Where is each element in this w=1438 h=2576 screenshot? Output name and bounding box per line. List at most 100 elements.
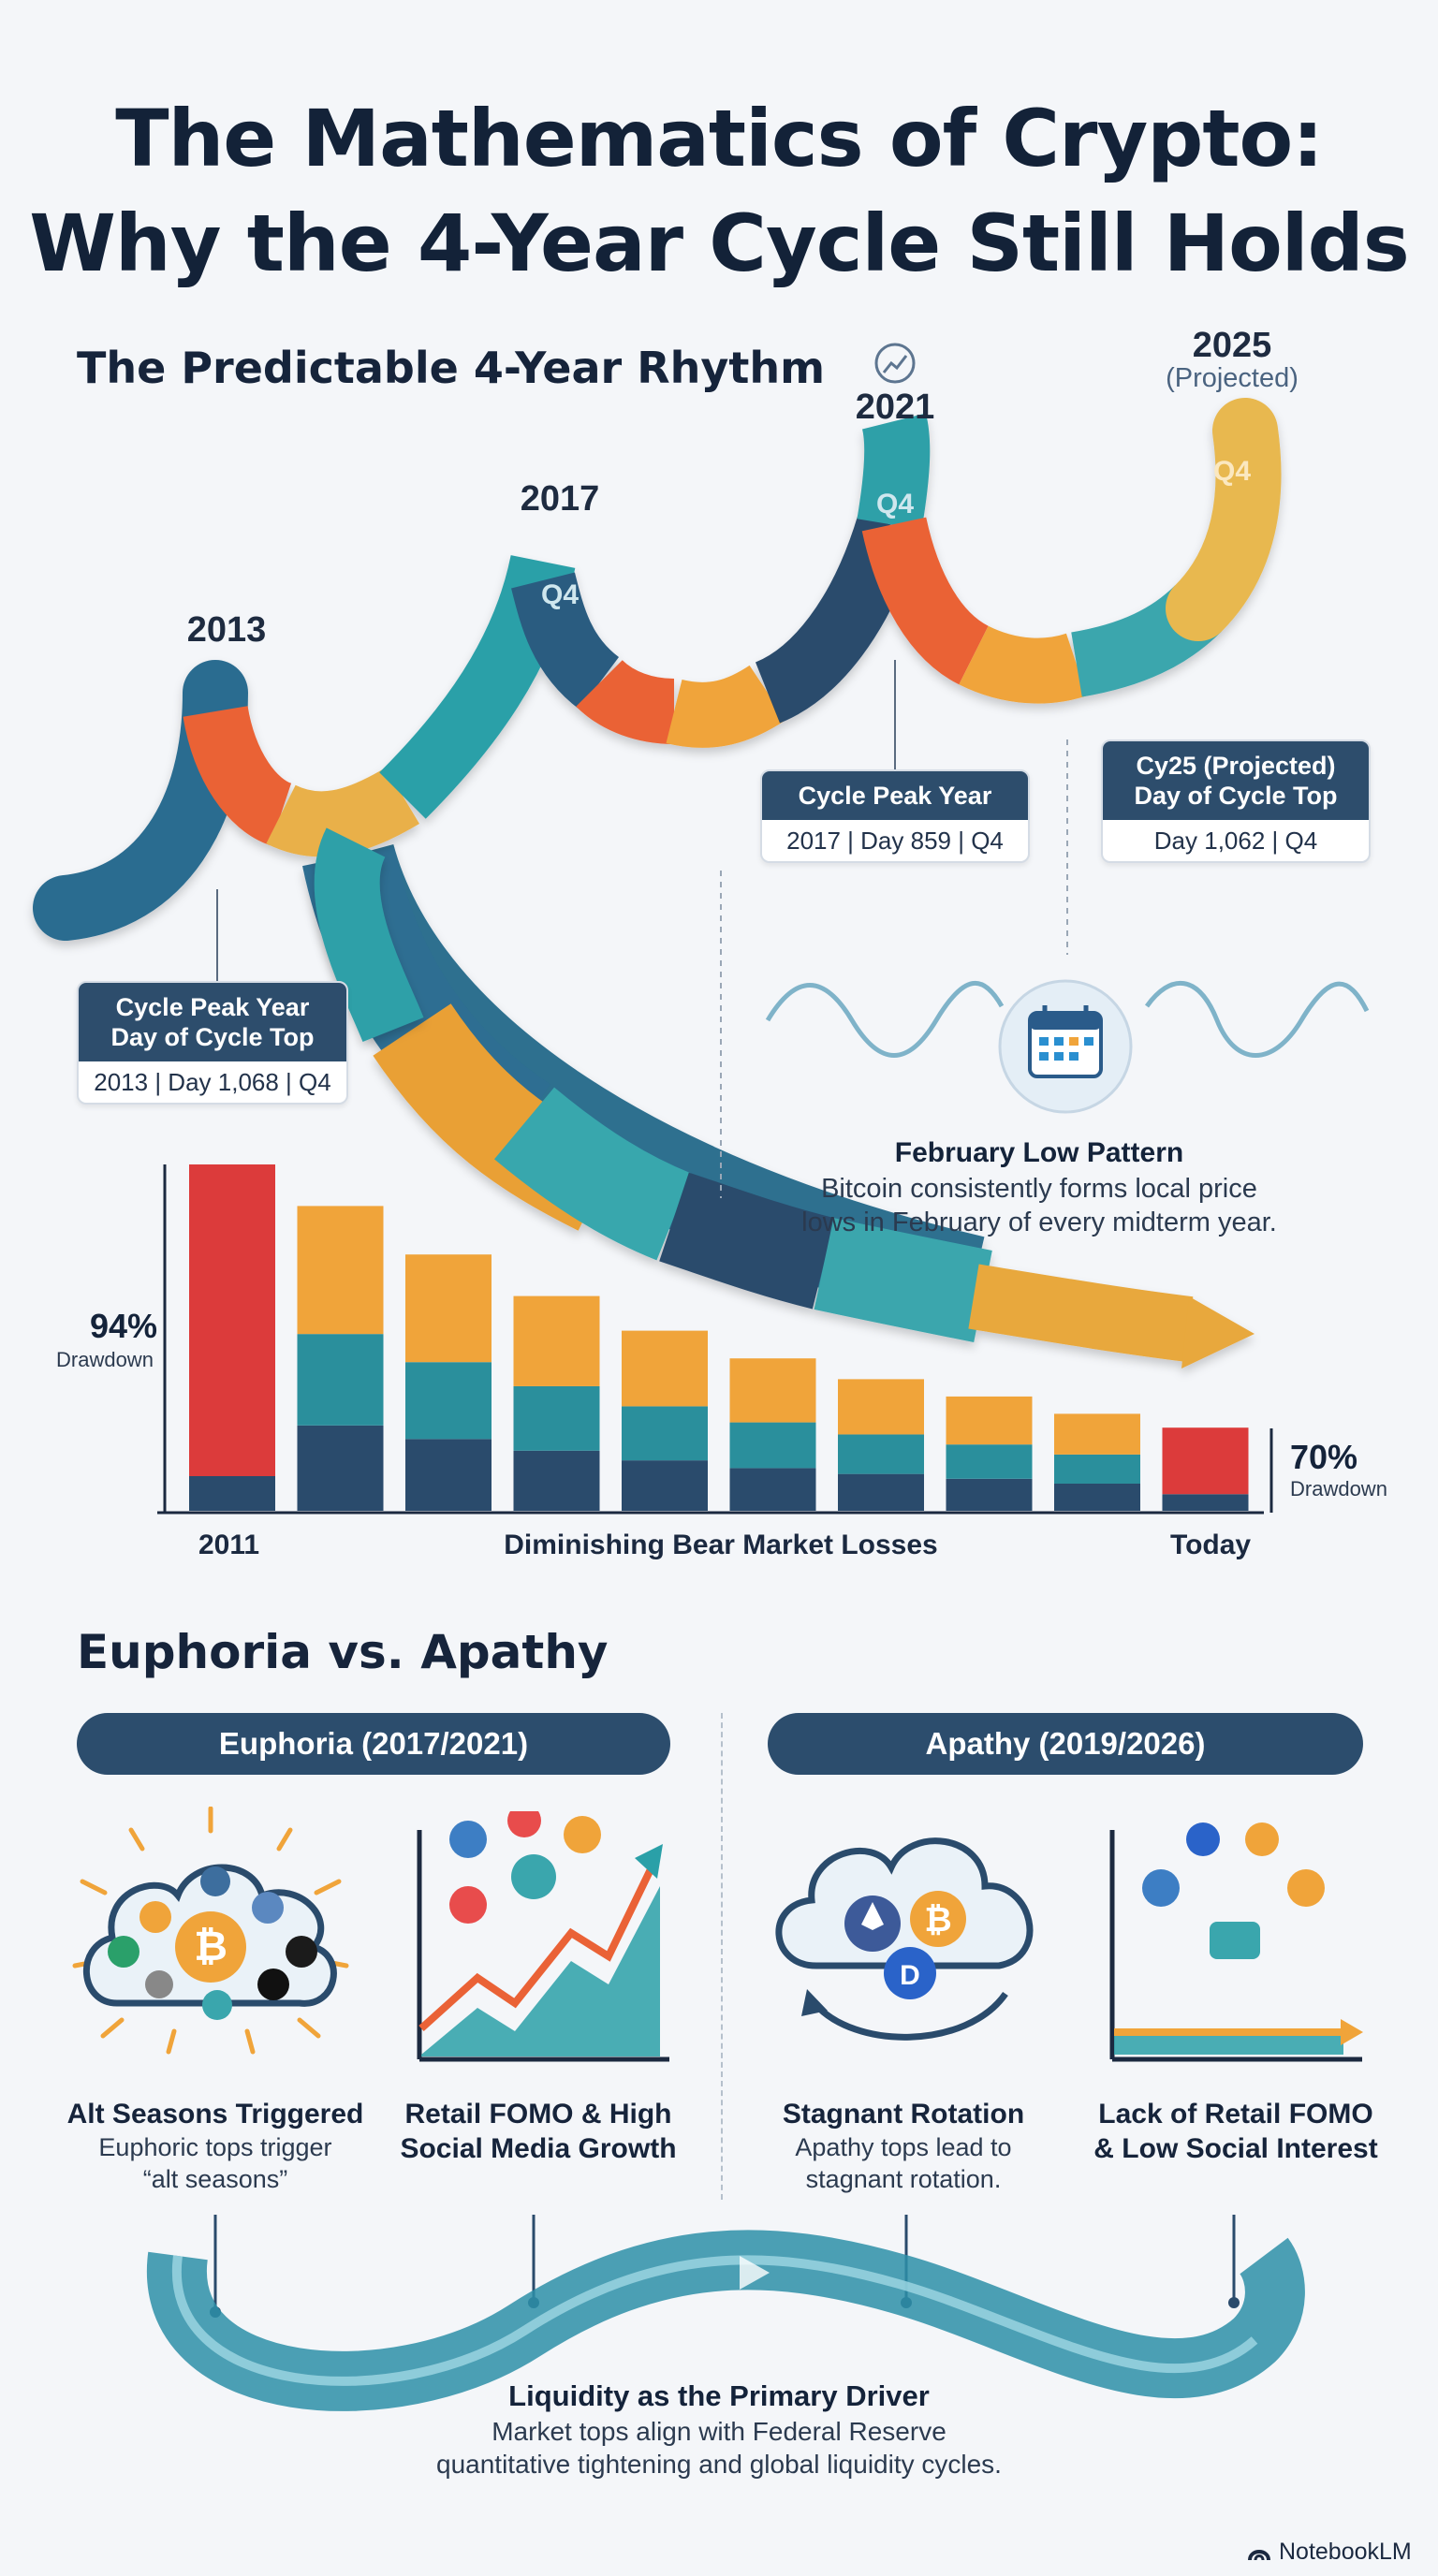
- card-cy25-head-line1: Cy25 (Projected): [1136, 752, 1336, 780]
- drawdown-bar-segment: [513, 1295, 600, 1386]
- footer-brand-label: NotebookLM: [1279, 2539, 1412, 2565]
- card-cy25-head: Cy25 (Projected) Day of Cycle Top: [1103, 741, 1369, 820]
- x-label-mid: Diminishing Bear Market Losses: [504, 1530, 938, 1560]
- drawdown-bar-segment: [513, 1385, 600, 1451]
- item-retail-fomo-title-2: Social Media Growth: [400, 2133, 677, 2164]
- apathy-pill: Apathy (2019/2026): [768, 1713, 1363, 1775]
- item-alt-seasons: Alt Seasons Triggered Euphoric tops trig…: [56, 2097, 374, 2195]
- card-2017-foot: 2017 | Day 859 | Q4: [786, 827, 1004, 855]
- drawdown-end-pct: 70%: [1290, 1438, 1358, 1476]
- card-2013-foot: 2013 | Day 1,068 | Q4: [94, 1068, 331, 1096]
- drawdown-bar-segment: [513, 1450, 600, 1511]
- year-2017: 2017: [520, 479, 600, 519]
- drawdown-chart: [157, 1164, 1273, 1515]
- x-label-2011: 2011: [198, 1530, 260, 1560]
- drawdown-bar-segment: [297, 1206, 384, 1335]
- item-retail-fomo: Retail FOMO & High Social Media Growth: [384, 2097, 693, 2166]
- footer-brand: NotebookLM: [1247, 2539, 1412, 2566]
- year-2021: 2021: [855, 388, 935, 427]
- card-2013-head-line1: Cycle Peak Year: [115, 993, 310, 1021]
- card-cy25: Cy25 (Projected) Day of Cycle Top Day 1,…: [1101, 739, 1371, 863]
- drawdown-bar-segment: [838, 1434, 924, 1474]
- drawdown-bar-segment: [1162, 1427, 1249, 1495]
- rotation-cloud-icon: ₿ D: [775, 1837, 1034, 2041]
- drawdown-bar: [297, 1206, 384, 1511]
- item-alt-seasons-desc-2: “alt seasons”: [142, 2165, 288, 2193]
- drawdown-bar: [946, 1396, 1033, 1511]
- drawdown-bar: [405, 1254, 492, 1511]
- liquidity-block: Liquidity as the Primary Driver Market t…: [345, 2378, 1093, 2481]
- x-label-today: Today: [1170, 1530, 1252, 1560]
- item-alt-seasons-title: Alt Seasons Triggered: [66, 2099, 364, 2130]
- drawdown-bar-segment: [405, 1362, 492, 1440]
- title-line-2: Why the 4-Year Cycle Still Holds: [29, 198, 1409, 289]
- card-2013: Cycle Peak Year Day of Cycle Top 2013 | …: [77, 981, 348, 1105]
- item-lack-fomo-title-1: Lack of Retail FOMO: [1098, 2099, 1373, 2130]
- year-2025: 2025: [1192, 326, 1272, 365]
- card-cy25-head-line2: Day of Cycle Top: [1134, 782, 1338, 810]
- drawdown-bar-segment: [838, 1379, 924, 1435]
- q4-label-2025: Q4: [1213, 456, 1251, 487]
- drawdown-bar: [1162, 1427, 1249, 1511]
- drawdown-start-pct: 94%: [90, 1307, 158, 1345]
- sine-wave-left: [765, 980, 1005, 1058]
- sine-wave-right: [1144, 981, 1370, 1058]
- cycle-diagram: Q4 Q4 Q4: [33, 343, 1370, 1368]
- card-2013-head-line2: Day of Cycle Top: [110, 1023, 315, 1051]
- drawdown-bar: [838, 1379, 924, 1511]
- item-retail-fomo-title-1: Retail FOMO & High: [404, 2099, 672, 2130]
- drawdown-bar-segment: [946, 1444, 1033, 1479]
- drawdown-bar-segment: [405, 1439, 492, 1511]
- liquidity-desc-1: Market tops align with Federal Reserve: [492, 2417, 946, 2446]
- item-lack-fomo-title-2: & Low Social Interest: [1093, 2133, 1378, 2164]
- chart-bars: [189, 1164, 1249, 1511]
- item-lack-fomo: Lack of Retail FOMO & Low Social Interes…: [1077, 2097, 1395, 2166]
- card-2013-head: Cycle Peak Year Day of Cycle Top: [79, 983, 346, 1061]
- drawdown-bar-segment: [946, 1396, 1033, 1445]
- drawdown-bar-segment: [729, 1358, 816, 1423]
- notebooklm-logo-icon: [1248, 2549, 1270, 2560]
- drawdown-bar-segment: [1054, 1454, 1140, 1484]
- item-stagnant-title: Stagnant Rotation: [782, 2099, 1025, 2130]
- drawdown-bar: [622, 1330, 708, 1511]
- drawdown-bar-segment: [946, 1478, 1033, 1511]
- february-desc-2: lows in February of every midterm year.: [801, 1208, 1277, 1237]
- card-2017-head: Cycle Peak Year: [762, 771, 1028, 820]
- card-2017: Cycle Peak Year 2017 | Day 859 | Q4: [760, 769, 1030, 863]
- page-title: The Mathematics of Crypto: Why the 4-Yea…: [0, 86, 1438, 296]
- drawdown-bar-segment: [405, 1254, 492, 1363]
- calendar-icon: [998, 979, 1133, 1114]
- drawdown-bar: [729, 1358, 816, 1511]
- section-divider: [721, 1713, 723, 2200]
- cycle-wave: [33, 398, 1282, 1043]
- drawdown-bar-segment: [297, 1334, 384, 1426]
- drawdown-bar: [1054, 1413, 1140, 1511]
- q4-label-2021: Q4: [876, 489, 914, 520]
- trend-icon: [874, 343, 916, 384]
- drawdown-start-caption: Drawdown: [56, 1348, 154, 1371]
- drawdown-bar-segment: [297, 1425, 384, 1511]
- liquidity-title: Liquidity as the Primary Driver: [508, 2379, 930, 2412]
- item-stagnant-desc-2: stagnant rotation.: [805, 2165, 1002, 2193]
- drawdown-bar-segment: [622, 1330, 708, 1407]
- february-block: February Low Pattern Bitcoin consistentl…: [768, 1134, 1311, 1239]
- drawdown-bar-segment: [729, 1468, 816, 1511]
- drawdown-bar: [513, 1295, 600, 1511]
- item-stagnant-desc-1: Apathy tops lead to: [795, 2133, 1012, 2161]
- drawdown-bar-segment: [1054, 1413, 1140, 1455]
- drawdown-bar-segment: [1162, 1494, 1249, 1511]
- q4-label-2017: Q4: [541, 579, 579, 610]
- liquidity-wave: [146, 2215, 1305, 2411]
- euphoria-pill: Euphoria (2017/2021): [77, 1713, 670, 1775]
- euphoria-heading: Euphoria vs. Apathy: [77, 1625, 609, 1679]
- card-cy25-foot: Day 1,062 | Q4: [1153, 827, 1318, 855]
- svg-text:₿: ₿: [194, 1924, 227, 1969]
- february-title: February Low Pattern: [894, 1137, 1184, 1168]
- item-alt-seasons-desc-1: Euphoric tops trigger: [98, 2133, 332, 2161]
- drawdown-end-caption: Drawdown: [1290, 1477, 1387, 1500]
- rhythm-heading: The Predictable 4-Year Rhythm: [77, 343, 826, 393]
- february-desc-1: Bitcoin consistently forms local price: [821, 1174, 1257, 1204]
- year-2013: 2013: [186, 610, 267, 650]
- title-line-1: The Mathematics of Crypto:: [115, 93, 1324, 184]
- drawdown-bar-segment: [622, 1406, 708, 1461]
